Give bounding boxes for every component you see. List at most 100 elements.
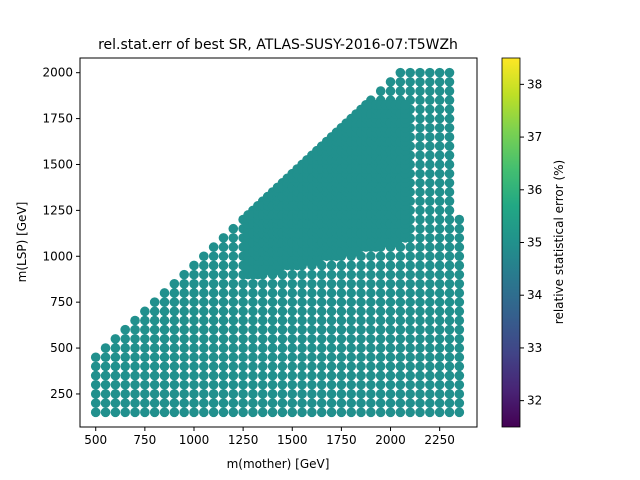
data-point — [287, 361, 298, 372]
data-point — [425, 315, 435, 326]
data-point — [140, 306, 150, 317]
data-point — [454, 379, 465, 390]
data-point — [307, 407, 317, 418]
data-point — [415, 86, 425, 96]
data-point — [257, 306, 268, 317]
data-point — [454, 233, 465, 243]
data-point — [110, 389, 121, 399]
data-point — [346, 398, 357, 408]
data-point — [454, 324, 465, 335]
data-point — [179, 370, 189, 381]
y-tick-label: 1750 — [42, 112, 73, 126]
y-tick-label: 2000 — [42, 66, 73, 80]
data-point — [425, 178, 435, 188]
data-point — [425, 77, 435, 87]
data-point — [395, 279, 406, 289]
data-point — [415, 141, 425, 151]
data-point — [149, 389, 160, 399]
data-point — [307, 370, 317, 381]
data-point — [277, 334, 288, 344]
data-point — [356, 352, 366, 363]
data-point — [257, 324, 268, 335]
data-point — [375, 251, 386, 262]
data-point — [307, 315, 317, 326]
data-point — [454, 297, 465, 307]
data-point — [316, 324, 327, 335]
data-point — [415, 168, 425, 179]
data-point — [307, 352, 317, 363]
data-point — [326, 306, 337, 317]
data-point — [130, 379, 140, 390]
data-point — [405, 398, 415, 408]
data-point — [149, 361, 160, 372]
data-point — [179, 306, 189, 317]
data-point — [218, 352, 229, 363]
data-point — [189, 324, 199, 335]
data-point — [140, 361, 150, 372]
data-point — [277, 324, 288, 335]
data-point — [326, 334, 337, 344]
data-point — [385, 379, 396, 390]
data-point — [120, 324, 131, 335]
data-point — [307, 361, 317, 372]
data-point — [208, 315, 219, 326]
data-point — [326, 370, 337, 381]
data-point — [444, 178, 455, 188]
data-point — [307, 398, 317, 408]
data-point — [385, 297, 396, 307]
data-point — [169, 324, 180, 335]
data-point — [110, 352, 121, 363]
data-point — [267, 361, 278, 372]
data-point — [434, 361, 445, 372]
data-point — [248, 315, 258, 326]
data-point — [375, 343, 386, 353]
data-point — [444, 279, 455, 289]
data-point — [405, 288, 415, 298]
data-point — [444, 233, 455, 243]
data-point — [297, 288, 307, 298]
data-point — [277, 352, 288, 363]
data-point — [218, 324, 229, 335]
data-point — [140, 398, 150, 408]
data-point — [100, 352, 111, 363]
data-point — [100, 407, 111, 418]
data-point — [336, 407, 347, 418]
data-point — [120, 379, 131, 390]
data-point — [307, 379, 317, 390]
data-point — [120, 389, 131, 399]
colorbar-tick-label: 36 — [527, 183, 542, 197]
data-point — [257, 370, 268, 381]
colorbar — [501, 57, 521, 428]
data-point — [307, 389, 317, 399]
data-point — [130, 324, 140, 335]
data-point — [208, 379, 219, 390]
data-point — [140, 407, 150, 418]
y-tick-label: 1000 — [42, 249, 73, 263]
data-point — [218, 288, 229, 298]
data-point — [425, 205, 435, 216]
data-point — [425, 113, 435, 124]
data-point — [395, 379, 406, 390]
data-point — [149, 398, 160, 408]
data-point — [297, 334, 307, 344]
data-point — [248, 398, 258, 408]
data-point — [90, 398, 101, 408]
data-point — [140, 389, 150, 399]
data-point — [434, 324, 445, 335]
data-point — [159, 297, 170, 307]
data-point — [444, 334, 455, 344]
data-point — [415, 306, 425, 317]
data-point — [346, 288, 357, 298]
data-point — [297, 379, 307, 390]
data-point — [434, 223, 445, 234]
y-tick-label: 1250 — [42, 203, 73, 217]
data-point — [267, 343, 278, 353]
data-point — [375, 334, 386, 344]
data-point — [287, 306, 298, 317]
data-point — [405, 260, 415, 271]
data-point — [434, 306, 445, 317]
data-point — [208, 343, 219, 353]
data-point — [454, 343, 465, 353]
colorbar-tick-label: 35 — [527, 236, 542, 250]
data-point — [199, 251, 209, 262]
